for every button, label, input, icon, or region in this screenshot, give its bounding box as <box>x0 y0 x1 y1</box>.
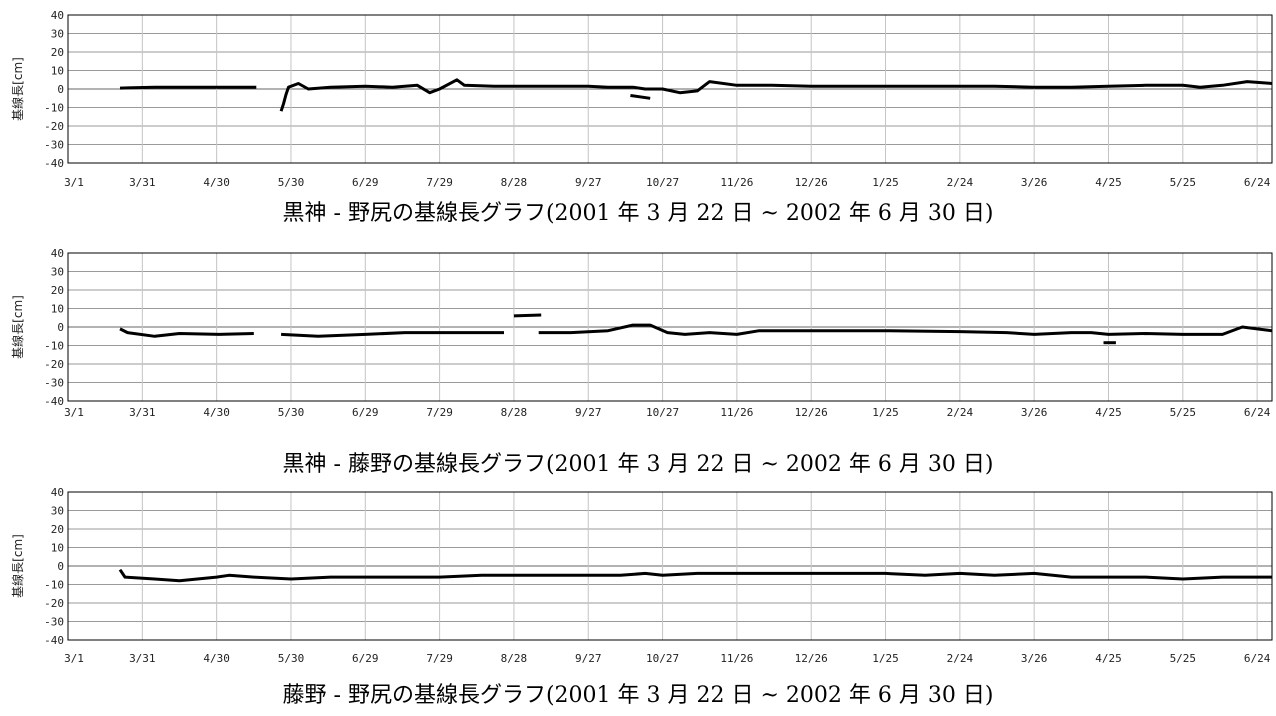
y-tick-label: -10 <box>44 102 64 115</box>
x-tick-label: 3/26 <box>1021 406 1048 419</box>
x-tick-label: 2/24 <box>947 406 974 419</box>
x-tick-label: 10/27 <box>646 652 679 665</box>
y-axis-label: 基線長[cm] <box>10 57 25 121</box>
y-tick-label: -40 <box>44 634 64 647</box>
y-tick-label: 40 <box>51 486 64 499</box>
x-tick-label: 9/27 <box>575 406 602 419</box>
x-tick-label: 3/1 <box>64 176 84 189</box>
x-tick-label: 6/29 <box>352 406 379 419</box>
x-tick-label: 3/1 <box>64 652 84 665</box>
x-tick-label: 3/26 <box>1021 176 1048 189</box>
y-tick-label: 20 <box>51 523 64 536</box>
y-tick-label: -40 <box>44 395 64 408</box>
y-tick-label: 10 <box>51 542 64 555</box>
x-tick-label: 10/27 <box>646 406 679 419</box>
x-tick-label: 8/28 <box>501 652 528 665</box>
y-tick-label: 0 <box>57 560 64 573</box>
x-tick-label: 5/25 <box>1170 176 1197 189</box>
x-tick-label: 9/27 <box>575 652 602 665</box>
x-tick-label: 1/25 <box>872 176 899 189</box>
y-tick-label: -20 <box>44 120 64 133</box>
x-tick-label: 11/26 <box>720 652 753 665</box>
y-tick-label: 0 <box>57 321 64 334</box>
y-tick-label: -30 <box>44 139 64 152</box>
y-tick-label: 10 <box>51 65 64 78</box>
x-tick-label: 2/24 <box>947 176 974 189</box>
y-tick-label: 20 <box>51 46 64 59</box>
series-line <box>513 313 542 318</box>
chart-caption: 藤野 - 野尻の基線長グラフ(2001 年 3 月 22 日 ~ 2002 年 … <box>283 683 994 708</box>
x-tick-label: 11/26 <box>720 406 753 419</box>
x-tick-label: 6/24 <box>1244 652 1271 665</box>
x-tick-label: 6/24 <box>1244 176 1271 189</box>
y-tick-label: 40 <box>51 247 64 260</box>
x-tick-label: 5/25 <box>1170 652 1197 665</box>
y-tick-label: 40 <box>51 9 64 22</box>
y-tick-label: 30 <box>51 266 64 279</box>
x-tick-label: 6/24 <box>1244 406 1271 419</box>
plot-frame <box>67 14 1273 164</box>
x-tick-label: 11/26 <box>720 176 753 189</box>
x-tick-label: 4/25 <box>1095 406 1122 419</box>
x-tick-label: 8/28 <box>501 406 528 419</box>
plot-frame <box>67 491 1273 641</box>
x-tick-label: 12/26 <box>795 406 828 419</box>
series-line <box>119 78 1273 112</box>
x-tick-label: 3/31 <box>129 176 156 189</box>
x-tick-label: 3/31 <box>129 406 156 419</box>
y-axis-label: 基線長[cm] <box>10 534 25 598</box>
x-tick-label: 2/24 <box>947 652 974 665</box>
x-tick-label: 4/30 <box>203 652 230 665</box>
x-tick-label: 7/29 <box>426 652 453 665</box>
chart-caption: 黒神 - 藤野の基線長グラフ(2001 年 3 月 22 日 ~ 2002 年 … <box>283 452 994 477</box>
plot-frame <box>67 252 1273 402</box>
x-tick-label: 10/27 <box>646 176 679 189</box>
series-line <box>630 94 651 100</box>
x-tick-label: 4/30 <box>203 176 230 189</box>
x-tick-label: 5/30 <box>278 176 305 189</box>
x-tick-label: 3/26 <box>1021 652 1048 665</box>
x-tick-label: 7/29 <box>426 176 453 189</box>
x-tick-label: 12/26 <box>795 176 828 189</box>
y-axis-label: 基線長[cm] <box>10 295 25 359</box>
y-tick-label: 30 <box>51 28 64 41</box>
x-tick-label: 7/29 <box>426 406 453 419</box>
y-tick-label: -10 <box>44 340 64 353</box>
x-tick-label: 9/27 <box>575 176 602 189</box>
y-tick-label: -30 <box>44 377 64 390</box>
y-tick-label: -20 <box>44 597 64 610</box>
y-tick-label: -30 <box>44 616 64 629</box>
x-tick-label: 4/25 <box>1095 652 1122 665</box>
y-tick-label: 30 <box>51 505 64 518</box>
x-tick-label: 6/29 <box>352 176 379 189</box>
x-tick-label: 1/25 <box>872 406 899 419</box>
x-tick-label: 5/30 <box>278 406 305 419</box>
y-tick-label: -40 <box>44 157 64 170</box>
x-tick-label: 4/30 <box>203 406 230 419</box>
series-line <box>118 568 1272 583</box>
x-tick-label: 5/30 <box>278 652 305 665</box>
y-tick-label: -20 <box>44 358 64 371</box>
chart-caption: 黒神 - 野尻の基線長グラフ(2001 年 3 月 22 日 ~ 2002 年 … <box>283 201 994 226</box>
x-tick-label: 8/28 <box>501 176 528 189</box>
y-tick-label: 0 <box>57 83 64 96</box>
x-tick-label: 1/25 <box>872 652 899 665</box>
x-tick-label: 4/25 <box>1095 176 1122 189</box>
y-tick-label: -10 <box>44 579 64 592</box>
y-tick-label: 10 <box>51 303 64 316</box>
x-tick-label: 12/26 <box>795 652 828 665</box>
x-tick-label: 5/25 <box>1170 406 1197 419</box>
x-tick-label: 6/29 <box>352 652 379 665</box>
y-tick-label: 20 <box>51 284 64 297</box>
x-tick-label: 3/1 <box>64 406 84 419</box>
series-line <box>119 323 1273 338</box>
x-tick-label: 3/31 <box>129 652 156 665</box>
